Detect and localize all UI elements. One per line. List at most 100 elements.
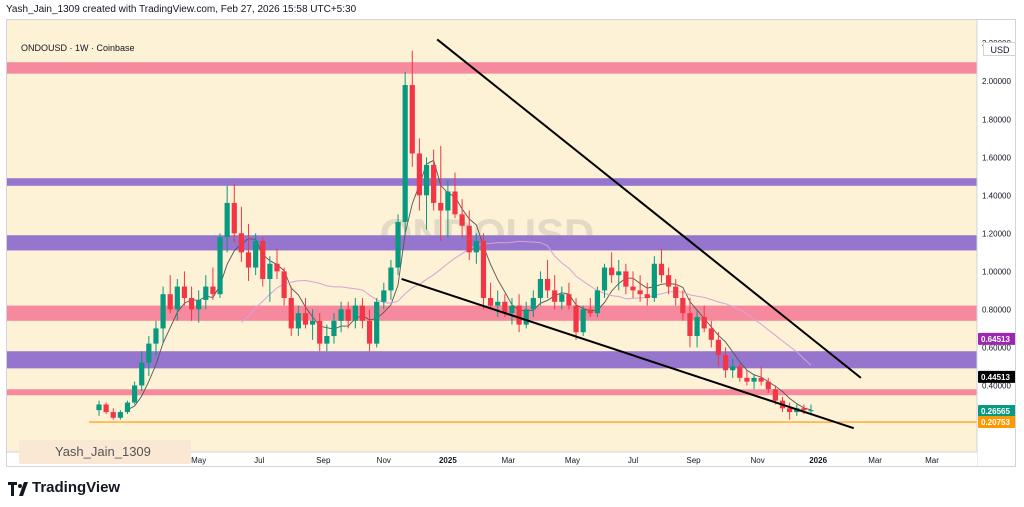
candle-body — [623, 271, 629, 287]
candle-body — [445, 191, 451, 211]
chart-header-caption: Yash_Jain_1309 created with TradingView.… — [6, 4, 357, 15]
candle-body — [694, 317, 700, 337]
candle-body — [708, 328, 714, 340]
candle-body — [680, 297, 686, 314]
x-tick-label: May — [191, 456, 206, 465]
candle-body — [466, 225, 472, 253]
y-tick-label: 1.40000 — [982, 191, 1011, 200]
candle-body — [630, 286, 636, 291]
candle-body — [153, 328, 159, 344]
candle-body — [737, 366, 743, 378]
x-tick-label: Mar — [925, 456, 939, 465]
candle-body — [559, 294, 565, 302]
candle-body — [587, 309, 593, 314]
candle-body — [274, 263, 280, 272]
candle-body — [210, 286, 216, 295]
candle-body — [409, 85, 415, 154]
price-label: 0.64513 — [981, 335, 1010, 344]
candle-body — [438, 202, 444, 211]
candle-body — [722, 355, 729, 371]
chart-canvas[interactable]: ONDOUSD2.200002.000001.800001.600001.400… — [7, 20, 1016, 467]
y-tick-label: 1.80000 — [982, 115, 1011, 124]
candle-body — [666, 275, 672, 287]
chart-panel[interactable]: ONDOUSD2.200002.000001.800001.600001.400… — [6, 19, 1016, 467]
y-tick-label: 2.00000 — [982, 77, 1011, 86]
trendline-1 — [401, 278, 855, 430]
candle-body — [452, 191, 458, 215]
candle-body — [765, 381, 771, 390]
x-tick-label: Nov — [750, 456, 764, 465]
x-tick-label: May — [565, 456, 580, 465]
price-label-box — [978, 416, 1015, 429]
candle-body — [167, 294, 173, 310]
candle-body — [310, 320, 316, 325]
price-label: 0.44513 — [981, 373, 1010, 382]
candle-body — [139, 362, 145, 386]
candle-body — [566, 294, 572, 306]
candle-body — [644, 294, 650, 298]
candle-body — [537, 278, 544, 298]
candle-body — [238, 233, 244, 253]
y-tick-label: 1.60000 — [982, 153, 1011, 162]
candle-body — [196, 299, 202, 310]
candle-body — [110, 412, 116, 418]
candle-body — [495, 301, 501, 306]
candle-body — [594, 290, 600, 314]
candle-body — [687, 313, 693, 337]
x-tick-label: 2025 — [439, 456, 457, 465]
candle-body — [103, 404, 109, 413]
zone-pink-3 — [7, 305, 977, 321]
candle-body — [459, 214, 465, 226]
candle-body — [224, 202, 230, 238]
candle-body — [744, 377, 750, 382]
price-label-box — [978, 404, 1015, 417]
candle-body — [146, 343, 152, 363]
candle-body — [715, 339, 722, 356]
candle-body — [324, 336, 330, 344]
candle-body — [366, 320, 373, 344]
x-tick-label: Jul — [628, 456, 638, 465]
candle-body — [787, 408, 793, 413]
candle-body — [96, 404, 102, 411]
candle-body — [174, 286, 180, 310]
zone-pink-5 — [7, 389, 977, 396]
candle-body — [203, 286, 209, 300]
candle-body — [758, 377, 764, 382]
candle-body — [181, 286, 188, 298]
currency-badge[interactable]: USD — [983, 42, 1015, 56]
candle-body — [637, 290, 643, 295]
candle-body — [359, 305, 366, 321]
candle-body — [473, 240, 479, 253]
x-tick-label: 2026 — [809, 456, 827, 465]
candle-body — [488, 297, 494, 306]
candle-body — [160, 294, 166, 329]
candle-body — [132, 385, 138, 403]
y-tick-label: 1.20000 — [982, 229, 1011, 238]
zone-pink-0 — [7, 62, 977, 74]
candle-body — [345, 309, 351, 321]
trendline-0 — [436, 38, 862, 379]
zone-purple-4 — [7, 351, 977, 369]
candle-body — [352, 305, 358, 321]
price-axis — [977, 20, 1015, 466]
candle-body — [117, 412, 123, 418]
candle-body — [658, 263, 665, 276]
candle-body — [288, 297, 294, 329]
candle-body — [801, 408, 807, 411]
candle-body — [338, 309, 344, 321]
candle-body — [808, 410, 814, 412]
candle-body — [431, 164, 437, 203]
tradingview-logo-icon — [8, 482, 28, 496]
candle-body — [544, 278, 551, 291]
candle-body — [281, 271, 287, 298]
candle-body — [730, 366, 736, 371]
candle-body — [374, 301, 380, 344]
candle-body — [701, 317, 707, 329]
candles-group — [96, 50, 814, 420]
candle-body — [188, 297, 195, 310]
symbol-info: ONDOUSD · 1W · Coinbase — [21, 43, 135, 53]
candle-body — [772, 389, 778, 401]
candle-body — [267, 263, 273, 279]
tradingview-brand: TradingView — [32, 479, 121, 496]
candle-body — [245, 252, 252, 268]
